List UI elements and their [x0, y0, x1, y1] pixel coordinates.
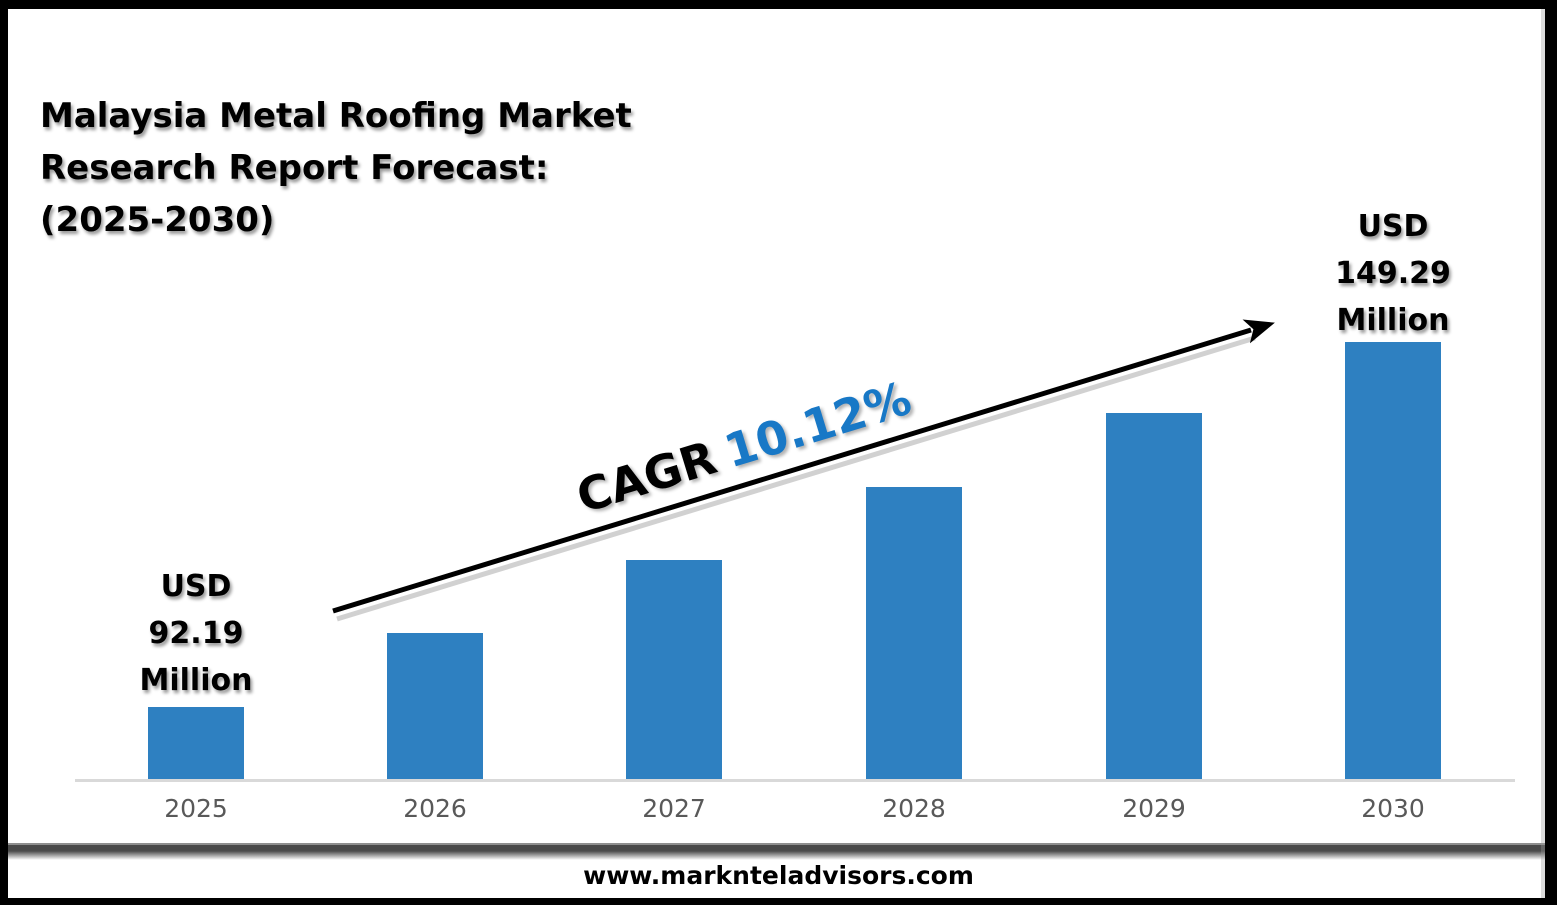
x-axis-label-2027: 2027 [642, 794, 706, 823]
frame-bottom-border [0, 898, 1557, 905]
frame-right-border [1545, 0, 1557, 905]
chart-title-line-1: Malaysia Metal Roofing Market [40, 96, 632, 136]
x-axis-label-2025: 2025 [164, 794, 228, 823]
cagr-value: 10.12% [718, 370, 918, 479]
chart-title: Malaysia Metal Roofing Market Research R… [40, 90, 700, 246]
value-label-2030-amount: 149.29 [1335, 256, 1451, 291]
x-axis-label-2028: 2028 [882, 794, 946, 823]
bar-2029 [1106, 413, 1202, 779]
x-axis-label-2029: 2029 [1122, 794, 1186, 823]
footer-website-url: www.marknteladvisors.com [583, 861, 974, 890]
chart-title-line-2: Research Report Forecast: [40, 148, 549, 188]
value-label-2030: USD 149.29 Million [1283, 203, 1503, 344]
bar-2025 [148, 707, 244, 779]
cagr-label: CAGR [570, 430, 723, 524]
bar-2030 [1345, 342, 1441, 779]
value-label-2025: USD 92.19 Million [86, 563, 306, 704]
bar-2026 [387, 633, 483, 779]
frame-top-border [0, 0, 1557, 9]
value-label-2030-unit: Million [1336, 303, 1450, 338]
bar-2027 [626, 560, 722, 779]
value-label-2025-amount: 92.19 [148, 616, 244, 651]
x-axis-label-2026: 2026 [403, 794, 467, 823]
chart-title-line-3: (2025-2030) [40, 200, 275, 240]
x-axis-line [75, 779, 1515, 782]
value-label-2025-unit: Million [139, 663, 253, 698]
bar-2028 [866, 487, 962, 779]
value-label-2025-currency: USD [160, 569, 232, 604]
value-label-2030-currency: USD [1357, 209, 1429, 244]
frame-right-shadow [1541, 0, 1545, 905]
footer-separator [8, 843, 1545, 860]
frame-left-border [0, 0, 8, 905]
x-axis-label-2030: 2030 [1361, 794, 1425, 823]
